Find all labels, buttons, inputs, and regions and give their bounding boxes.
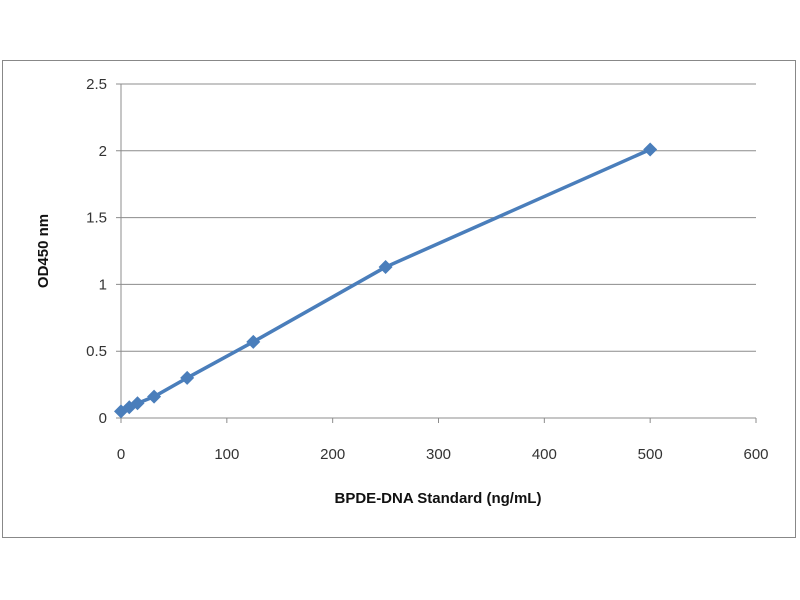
x-tick-label: 400 [532, 446, 557, 463]
x-tick-label: 100 [214, 446, 239, 463]
series-line [120, 147, 651, 413]
x-tick-label: 600 [743, 446, 768, 463]
x-tick-label: 500 [638, 446, 663, 463]
x-tick-label: 0 [117, 446, 125, 463]
x-tick-label: 300 [426, 446, 451, 463]
data-point [147, 389, 162, 404]
y-tick-label: 0 [99, 410, 107, 427]
data-point [130, 396, 145, 411]
y-tick-label: 2 [99, 143, 107, 160]
y-tick-label: 2.5 [86, 76, 107, 93]
data-point [246, 334, 261, 349]
y-tick-label: 1.5 [86, 210, 107, 227]
y-tick-label: 1 [99, 276, 107, 293]
y-tick-label: 0.5 [86, 343, 107, 360]
data-point [180, 370, 195, 385]
y-axis-label: OD450 nm [35, 214, 52, 288]
data-point [378, 260, 393, 275]
chart-frame [2, 60, 796, 538]
x-tick-label: 200 [320, 446, 345, 463]
x-axis-label: BPDE-DNA Standard (ng/mL) [335, 490, 542, 507]
data-point [643, 142, 658, 157]
